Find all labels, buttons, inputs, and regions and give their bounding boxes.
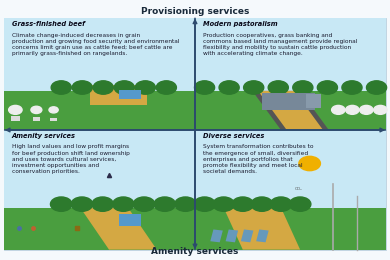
Text: Provisioning services: Provisioning services [141, 6, 249, 16]
Bar [50, 118, 57, 121]
Bar [119, 214, 142, 226]
Circle shape [175, 197, 196, 211]
Circle shape [50, 197, 72, 211]
Circle shape [299, 156, 321, 171]
Circle shape [367, 81, 386, 94]
Circle shape [360, 105, 373, 114]
Circle shape [342, 81, 362, 94]
Bar [195, 91, 386, 130]
Circle shape [270, 197, 292, 211]
Polygon shape [258, 91, 323, 130]
Circle shape [71, 197, 93, 211]
Bar [4, 130, 195, 250]
Bar [210, 229, 223, 242]
Circle shape [195, 81, 215, 94]
Bar [119, 90, 142, 99]
Circle shape [93, 81, 113, 94]
Text: Diverse services: Diverse services [203, 133, 264, 139]
Circle shape [213, 197, 234, 211]
Bar [90, 85, 147, 105]
Circle shape [135, 81, 155, 94]
Circle shape [113, 197, 134, 211]
Circle shape [156, 81, 176, 94]
Circle shape [92, 197, 113, 211]
Bar [195, 18, 386, 130]
Circle shape [9, 105, 22, 114]
Text: System transformation contributes to
the emergence of small, diversified
enterpr: System transformation contributes to the… [203, 144, 313, 174]
Circle shape [72, 81, 92, 94]
Polygon shape [252, 91, 329, 130]
Circle shape [51, 81, 71, 94]
Bar [256, 229, 269, 242]
Text: Grass-finished beef: Grass-finished beef [12, 21, 85, 27]
Circle shape [133, 197, 155, 211]
Bar [11, 116, 20, 121]
Bar [195, 130, 386, 250]
Text: Modern pastoralism: Modern pastoralism [203, 21, 277, 27]
Text: Climate change-induced decreases in grain
production and growing food security a: Climate change-induced decreases in grai… [12, 32, 179, 56]
Bar [4, 208, 195, 250]
Circle shape [293, 81, 313, 94]
Circle shape [219, 81, 239, 94]
Circle shape [244, 81, 264, 94]
Polygon shape [80, 208, 157, 250]
Circle shape [194, 197, 215, 211]
Circle shape [374, 105, 387, 114]
Bar [4, 18, 195, 130]
Polygon shape [224, 208, 300, 250]
Bar [195, 208, 386, 250]
Circle shape [346, 105, 359, 114]
Circle shape [232, 197, 254, 211]
Bar [262, 93, 316, 110]
Text: CO₂: CO₂ [294, 187, 302, 191]
Bar [195, 130, 386, 208]
Bar [241, 229, 254, 242]
Circle shape [114, 81, 134, 94]
Text: Amenity services: Amenity services [12, 133, 76, 139]
Circle shape [154, 197, 176, 211]
Circle shape [317, 81, 337, 94]
Bar [4, 130, 195, 208]
Text: Amenity services: Amenity services [151, 247, 239, 256]
Circle shape [31, 106, 42, 114]
Bar [33, 117, 40, 121]
Bar [306, 94, 321, 108]
Text: High land values and low profit margins
for beef production shift land ownership: High land values and low profit margins … [12, 144, 129, 174]
Text: Production cooperatives, grass banking and
commons based land management provide: Production cooperatives, grass banking a… [203, 32, 357, 56]
Bar [4, 91, 195, 130]
Bar [225, 229, 238, 242]
Bar [4, 18, 195, 91]
Circle shape [49, 107, 58, 113]
Circle shape [268, 81, 288, 94]
Circle shape [289, 197, 311, 211]
Bar [195, 18, 386, 91]
Circle shape [251, 197, 273, 211]
Circle shape [332, 105, 345, 114]
